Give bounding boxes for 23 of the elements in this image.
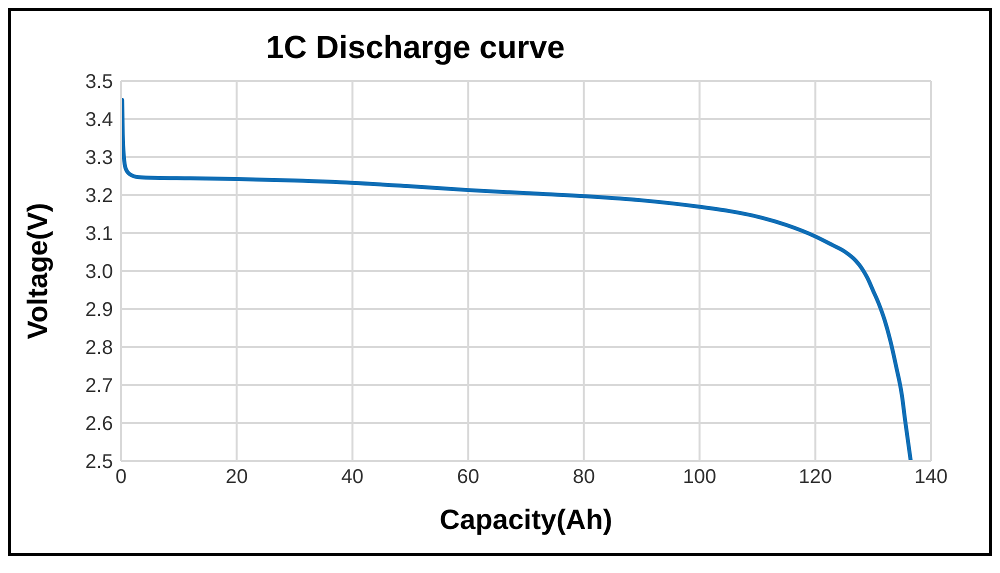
- y-tick-label: 3.5: [85, 71, 113, 94]
- y-tick-label: 3.4: [85, 109, 113, 132]
- x-tick-label: 0: [115, 466, 127, 488]
- y-tick-label: 3.1: [85, 223, 113, 246]
- x-tick-label: 20: [226, 466, 248, 488]
- x-tick-label: 60: [457, 466, 480, 488]
- y-axis-title: Voltage(V): [22, 202, 53, 340]
- y-tick-label: 3.0: [85, 261, 113, 284]
- y-tick-label: 3.2: [85, 185, 113, 208]
- y-tick-label: 2.6: [85, 413, 113, 436]
- y-tick-label: 2.7: [85, 375, 113, 398]
- chart-title: 1C Discharge curve: [266, 29, 565, 66]
- y-tick-label: 2.8: [85, 337, 113, 360]
- x-tick-label: 120: [798, 466, 832, 488]
- x-tick-label: 100: [682, 466, 716, 488]
- y-tick-label: 2.5: [85, 451, 113, 474]
- x-tick-label: 40: [341, 466, 364, 488]
- x-tick-label: 80: [572, 466, 595, 488]
- y-tick-label: 2.9: [85, 299, 113, 322]
- x-axis-title: Capacity(Ah): [440, 504, 612, 535]
- line-series: [121, 98, 913, 461]
- x-tick-label: 140: [914, 466, 948, 488]
- y-tick-label: 3.3: [85, 147, 113, 170]
